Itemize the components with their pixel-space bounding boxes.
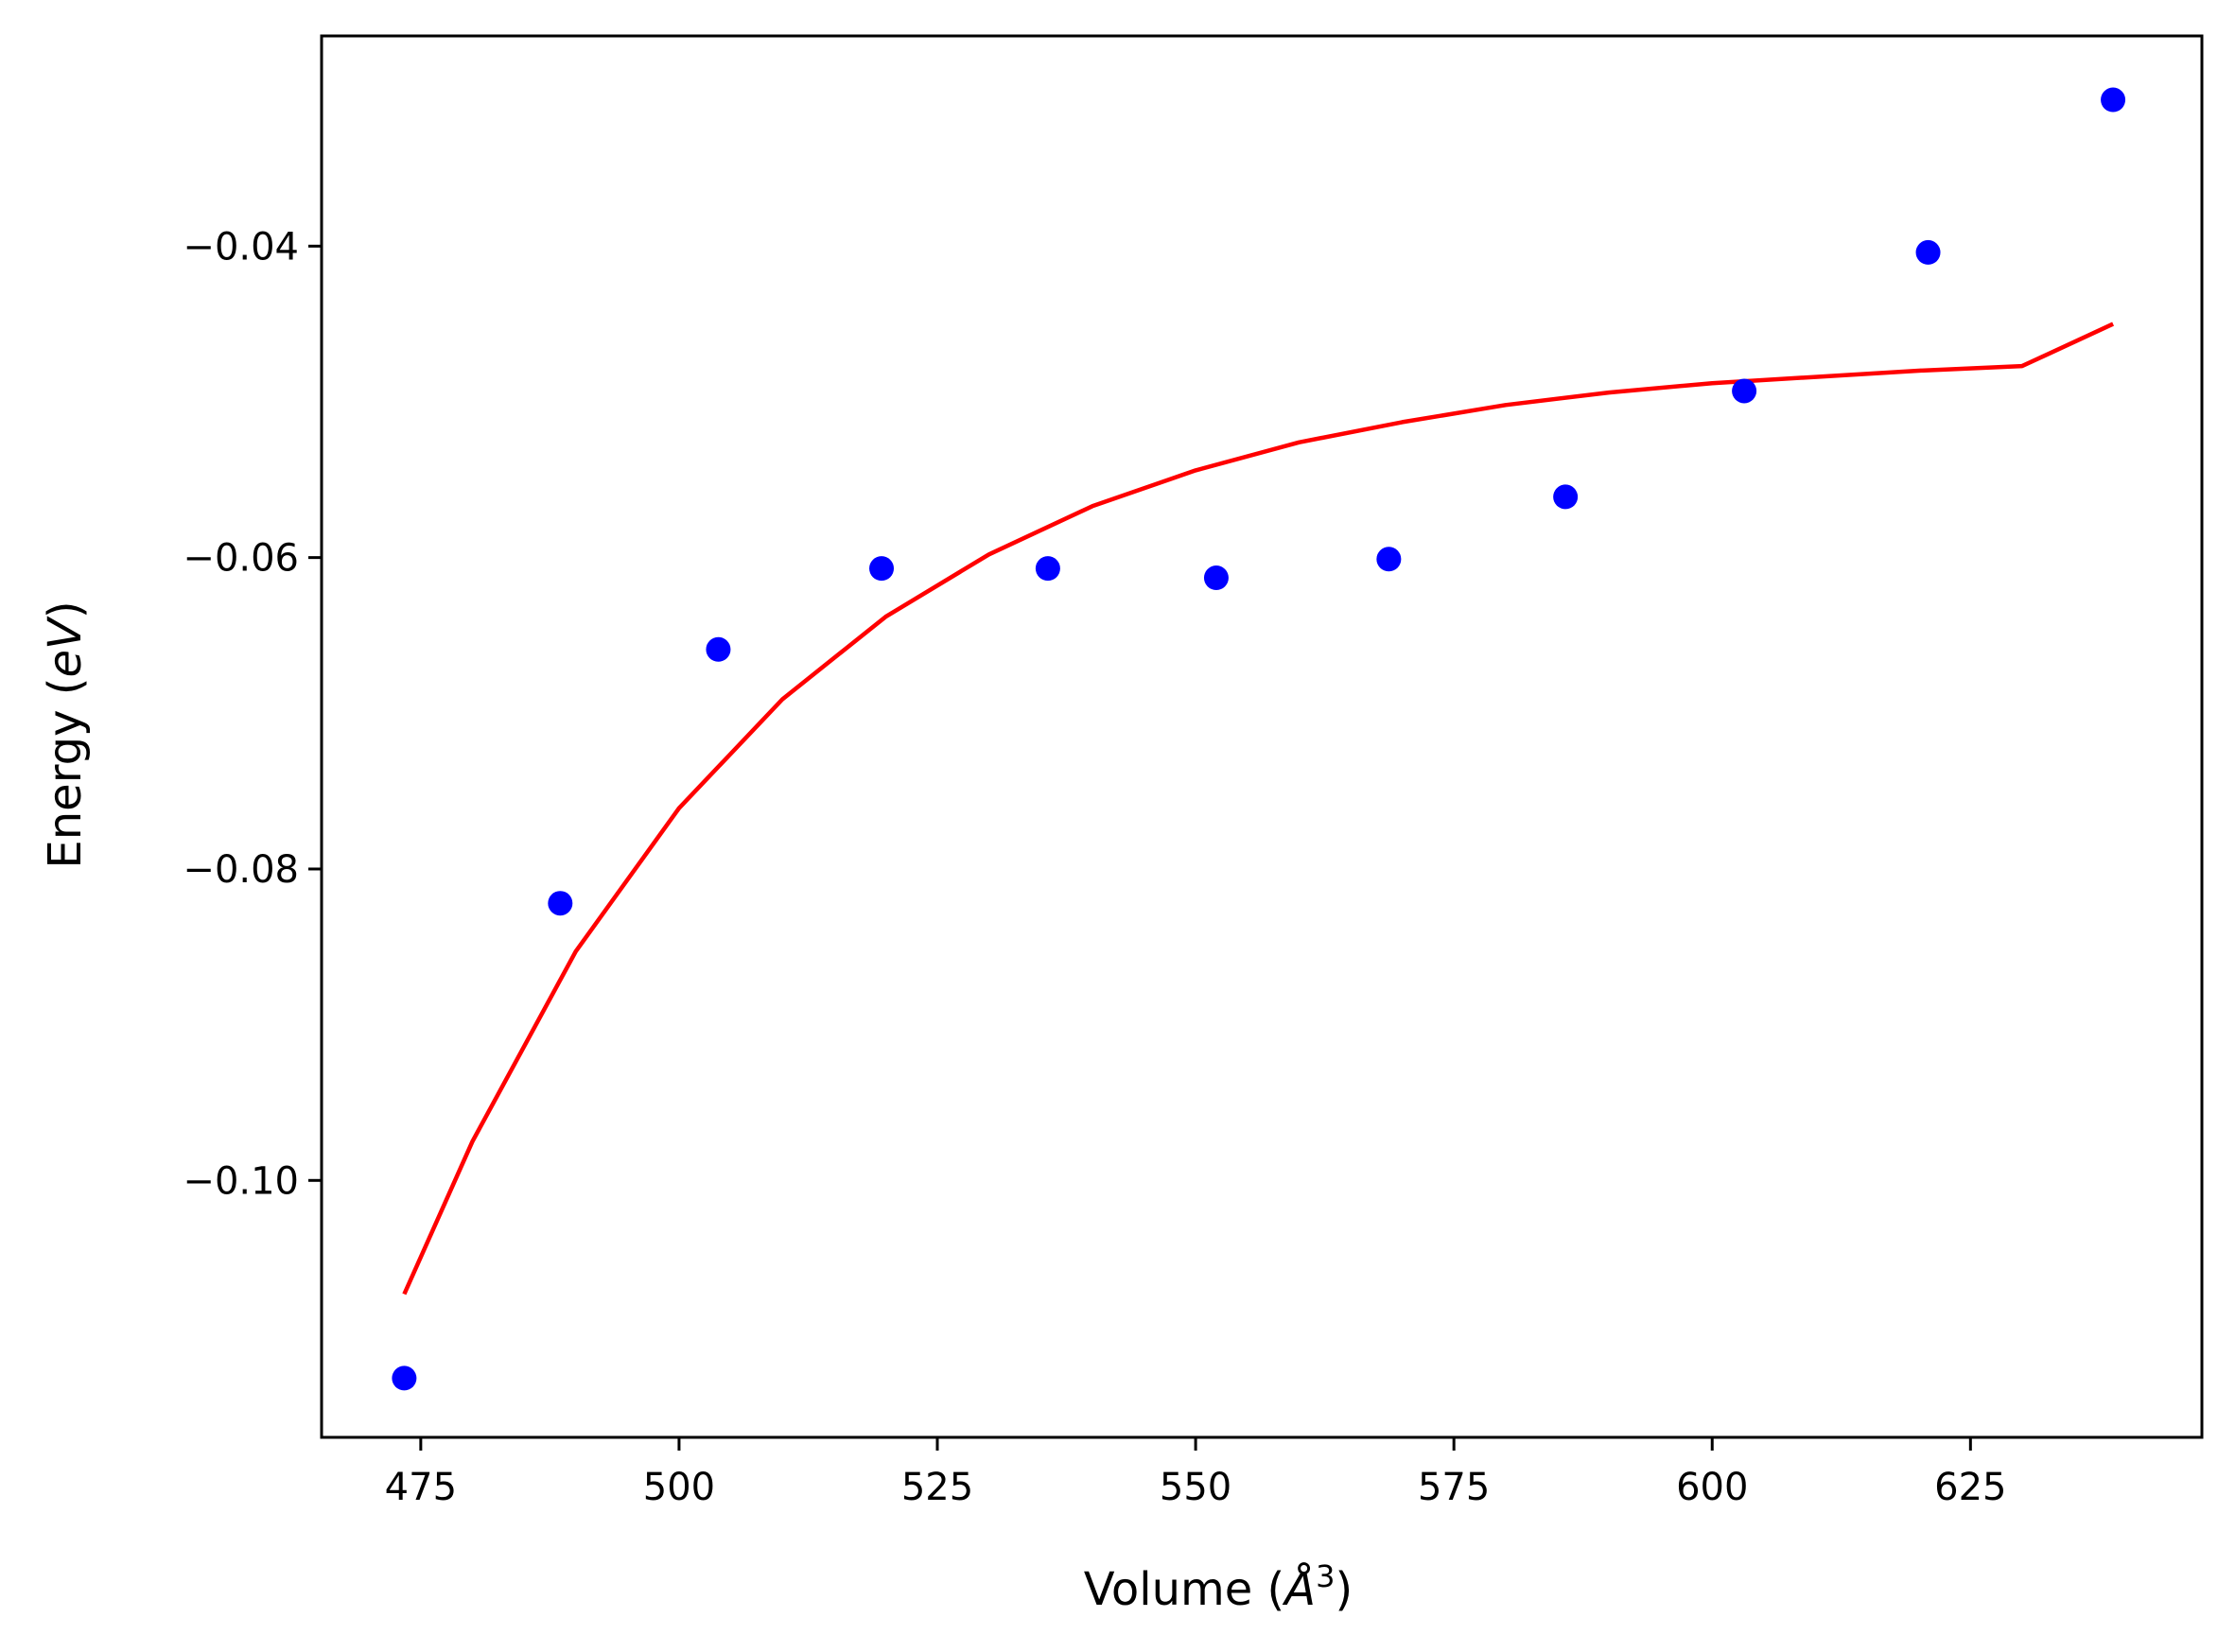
x-tick-label: 625: [1934, 1466, 2006, 1509]
y-axis-label: Energy (eV): [39, 600, 92, 868]
x-tick-label: 525: [901, 1466, 973, 1509]
data-point: [869, 556, 895, 582]
axes-frame: [320, 34, 2204, 1439]
y-tick-label: −0.06: [183, 537, 299, 581]
x-tick-label: 600: [1676, 1466, 1748, 1509]
x-tick-label: 550: [1160, 1466, 1231, 1509]
data-point: [1203, 565, 1229, 591]
data-point: [2101, 87, 2126, 113]
x-axis-label: Volume (Å3): [1084, 1558, 1353, 1616]
fit-curve: [402, 322, 2115, 1296]
y-axis: −0.10 −0.08 −0.06 −0.04: [183, 225, 322, 1203]
x-tick-label: 500: [643, 1466, 715, 1509]
data-point: [706, 636, 731, 662]
data-point: [1553, 484, 1579, 510]
data-point: [392, 1365, 417, 1391]
data-point: [1915, 239, 1941, 265]
y-tick-label: −0.08: [183, 848, 299, 892]
data-point: [1732, 378, 1757, 404]
y-tick-label: −0.10: [183, 1159, 299, 1203]
x-tick-label: 475: [385, 1466, 457, 1509]
x-tick-label: 575: [1418, 1466, 1490, 1509]
data-point: [1035, 556, 1060, 582]
data-point: [1376, 547, 1402, 572]
y-tick-label: −0.04: [183, 225, 299, 269]
plot-area: [392, 87, 2126, 1391]
data-point: [548, 891, 573, 916]
x-axis: 475 500 525 550 575 600 625: [385, 1437, 2007, 1509]
